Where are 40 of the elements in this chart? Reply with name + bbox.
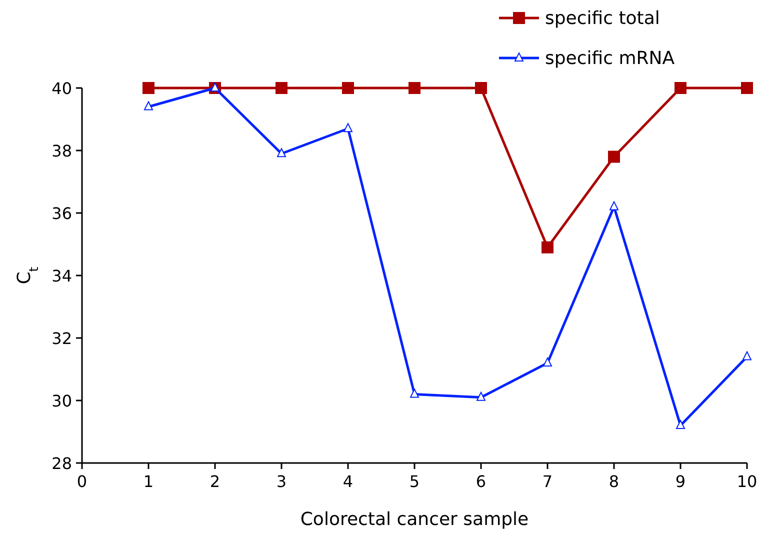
point xyxy=(608,150,620,163)
point xyxy=(542,241,554,254)
point xyxy=(342,82,354,94)
x-tick-label: 8 xyxy=(608,472,620,491)
y-tick-label: 36 xyxy=(52,204,72,223)
point xyxy=(476,392,486,401)
legend-label: specific total xyxy=(545,8,660,29)
y-tick-label: 38 xyxy=(52,142,72,160)
legend-label: specific mRNA xyxy=(545,48,676,69)
x-tick-label: 3 xyxy=(276,472,287,491)
y-tick-label: 28 xyxy=(52,454,72,473)
x-tick-label: 2 xyxy=(210,472,220,491)
x-tick-label: 4 xyxy=(342,472,354,491)
point xyxy=(144,101,153,110)
y-tick-label: 40 xyxy=(52,79,72,98)
x-tick-label: 9 xyxy=(675,472,686,491)
point xyxy=(674,82,686,94)
point xyxy=(610,201,618,210)
point xyxy=(475,82,487,94)
x-axis-title: Colorectal cancer sample xyxy=(300,509,529,530)
x-tick-label: 10 xyxy=(736,472,758,491)
point xyxy=(410,388,419,398)
point xyxy=(276,82,288,94)
point xyxy=(277,148,286,158)
point xyxy=(344,123,352,132)
point xyxy=(210,82,220,92)
y-tick-label: 34 xyxy=(52,266,72,286)
point xyxy=(741,82,753,94)
point xyxy=(676,420,685,429)
y-tick-label: 30 xyxy=(52,392,72,410)
point xyxy=(742,351,752,360)
x-tick-label: 1 xyxy=(143,472,154,491)
x-tick-label: 7 xyxy=(542,472,553,491)
point xyxy=(408,82,420,94)
point xyxy=(142,82,154,94)
x-tick-label: 6 xyxy=(476,472,486,491)
x-tick-label: 5 xyxy=(409,472,420,491)
y-tick-label: 32 xyxy=(52,329,72,348)
x-tick-label: 0 xyxy=(76,472,88,491)
point xyxy=(543,358,552,366)
